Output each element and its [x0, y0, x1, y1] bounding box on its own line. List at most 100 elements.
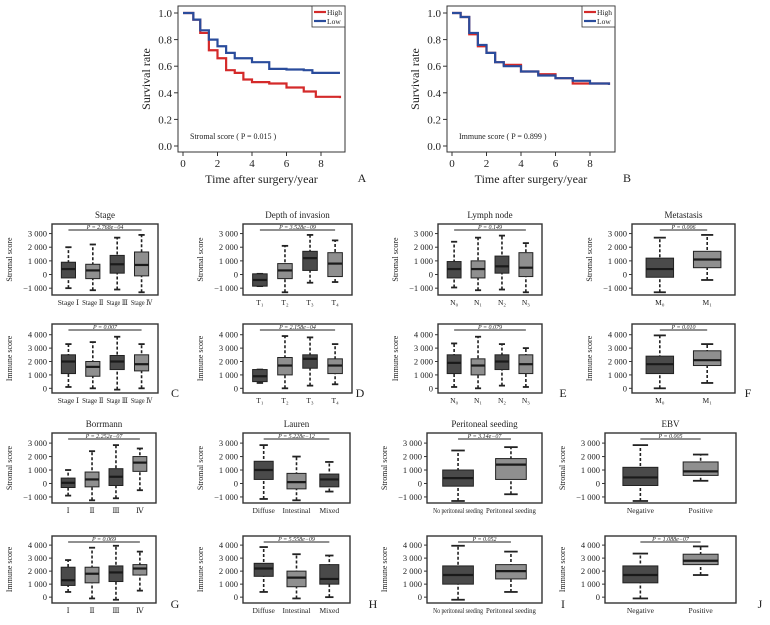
plot-frame	[51, 323, 159, 394]
category-label: Diffuse	[253, 506, 276, 515]
box-iqr	[645, 257, 675, 278]
box-0	[253, 546, 274, 593]
category-label: T₃	[306, 298, 314, 307]
box-1	[84, 450, 100, 502]
y-tick-label: 3 000	[414, 343, 433, 353]
survival-curve-low	[183, 11, 340, 74]
y-axis-title: Stromal score	[196, 237, 205, 282]
box-iqr	[133, 354, 150, 372]
box-iqr	[319, 564, 340, 585]
box-iqr	[682, 553, 719, 566]
box-0	[60, 343, 77, 388]
box-3	[133, 234, 150, 294]
box-iqr	[470, 358, 486, 376]
y-tick-label: 4 000	[219, 330, 238, 340]
box-1	[495, 550, 527, 593]
plot-frame	[242, 432, 351, 504]
category-label: N₁	[474, 396, 482, 405]
category-label: Diffuse	[253, 606, 276, 615]
y-tick-label: 2 000	[403, 566, 422, 576]
y-tick-label: 0.4	[158, 88, 172, 100]
category-label: M₁	[703, 298, 713, 307]
category-label: Stage Ⅲ	[107, 298, 128, 307]
box-iqr	[286, 570, 307, 588]
category-label: Ⅰ	[67, 606, 70, 615]
box-1	[84, 546, 100, 600]
plot-frame	[242, 223, 353, 296]
plot-frame	[604, 432, 737, 504]
boxplot-stromal-g: Borrmann −1 000 0 1 000 2 000 3 000 Stromal sc…	[5, 419, 157, 515]
plot-frame	[604, 535, 737, 604]
box-0	[252, 368, 268, 384]
p-value-annotation: Immune score ( P = 0.899 )	[459, 132, 547, 141]
category-label: M₀	[655, 396, 665, 405]
y-tick-label: 1 000	[608, 370, 627, 380]
y-tick-label: −1 000	[603, 283, 627, 293]
y-axis-title: Immune score	[558, 546, 567, 592]
y-tick-label: 0	[596, 592, 600, 602]
box-3	[518, 242, 534, 294]
box-iqr	[446, 354, 462, 375]
p-value-label: P = 0.005	[657, 434, 682, 440]
y-tick-label: 1.0	[158, 8, 172, 20]
p-value-label: P = 1.088e−07	[651, 537, 690, 543]
y-tick-label: 2 000	[581, 452, 600, 462]
panel-label: B	[623, 171, 631, 185]
box-iqr	[692, 350, 722, 367]
box-2	[109, 335, 125, 391]
y-axis-title: Immune score	[585, 335, 594, 381]
p-value-label: P = 2.768e−04	[86, 224, 124, 231]
box-iqr	[253, 562, 274, 577]
box-iqr	[495, 458, 527, 480]
category-label: N₀	[450, 396, 458, 405]
box-2	[302, 234, 318, 284]
legend-label: Low	[597, 17, 611, 26]
boxplot-immune-j: 0 1 000 2 000 3 000 4 000 Immune score Negativ…	[558, 535, 763, 615]
y-axis-title: Immune score	[5, 335, 14, 381]
y-tick-label: 3 000	[403, 553, 422, 563]
category-label: N₂	[498, 396, 506, 405]
x-tick-label: 2	[215, 158, 221, 170]
y-tick-label: 3 000	[219, 553, 238, 563]
y-tick-label: 3 000	[608, 343, 627, 353]
y-tick-label: −1 000	[576, 492, 600, 502]
y-tick-label: 2 000	[28, 452, 47, 462]
y-axis-title: Immune score	[5, 546, 14, 592]
box-iqr	[302, 250, 318, 271]
box-3	[327, 343, 343, 386]
box-3	[133, 343, 150, 390]
boxplot-stromal-h: Lauren −1 000 0 1 000 2 000 3 000 Stromal scor…	[196, 419, 351, 515]
x-axis-title: Time after surgery/year	[475, 172, 588, 186]
box-1	[470, 236, 486, 292]
y-tick-label: 1 000	[219, 579, 238, 589]
legend-label: High	[597, 8, 612, 17]
category-label: Intestinal	[283, 506, 311, 515]
category-label: N₃	[522, 396, 530, 405]
category-label: Ⅲ	[112, 606, 119, 615]
box-0	[252, 272, 268, 288]
y-axis-title: Stromal score	[380, 445, 389, 490]
panel-label: A	[358, 171, 367, 185]
box-1	[85, 243, 101, 292]
y-tick-label: −1 000	[214, 283, 238, 293]
category-label: Ⅳ	[136, 606, 144, 615]
y-tick-label: 3 000	[28, 343, 47, 353]
y-axis-title: Survival rate	[408, 48, 422, 110]
box-1	[286, 553, 307, 600]
box-1	[692, 343, 722, 384]
y-axis-title: Immune score	[391, 335, 400, 381]
plot-frame	[242, 323, 353, 394]
panel-label: F	[745, 386, 752, 400]
y-tick-label: 3 000	[608, 229, 627, 239]
y-tick-label: 3 000	[219, 343, 238, 353]
y-tick-label: 1 000	[581, 579, 600, 589]
boxplot-immune-d: 0 1 000 2 000 3 000 4 000 Immune score T₁ T₂ T₃ T…	[196, 323, 365, 405]
p-value-label: P = 0.069	[91, 537, 116, 543]
y-tick-label: 4 000	[414, 330, 433, 340]
p-value-label: P = 2.252e−07	[85, 434, 124, 440]
y-tick-label: 1 000	[219, 370, 238, 380]
y-tick-label: 4 000	[219, 540, 238, 550]
y-tick-label: 1 000	[414, 370, 433, 380]
category-label: Ⅱ	[89, 606, 94, 615]
